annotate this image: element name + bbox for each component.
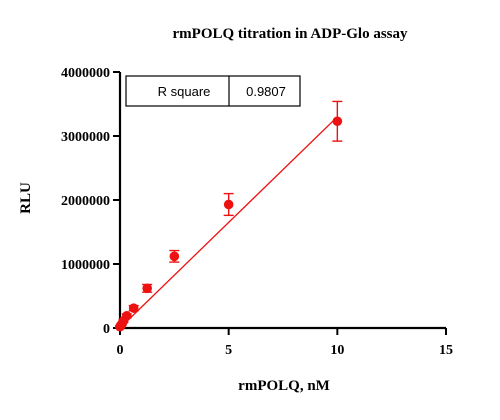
y-axis-label: RLU [18,182,34,214]
data-point [169,251,180,262]
y-tick-label: 4000000 [61,66,110,81]
data-points-group [115,100,343,332]
data-point [121,311,132,321]
fit-line-group [119,116,338,329]
r-square-table-border [125,75,301,107]
x-axis: 0 5 10 15 [117,326,453,358]
data-point [128,303,139,313]
data-point-group [128,303,139,313]
data-point [332,116,343,127]
x-tick-label: 5 [225,343,232,358]
x-tick-label: 0 [117,343,124,358]
data-point-group [142,283,153,294]
data-point-group [169,249,180,263]
data-point [223,199,234,210]
data-point-group [121,311,132,321]
r-square-label: R square [158,84,211,99]
data-point-group [223,192,234,217]
x-tick-label: 15 [439,343,453,358]
data-point-group [332,100,343,142]
x-axis-label: rmPOLQ, nM [238,378,330,394]
r-square-value: 0.9807 [246,84,286,99]
fit-line [119,116,338,329]
x-tick-label: 10 [330,343,344,358]
r-square-table: R square 0.9807 [125,75,301,107]
y-tick-label: 3000000 [61,130,110,145]
y-tick-label: 2000000 [61,194,110,209]
y-axis: 0 1000000 2000000 3000000 4000000 [61,66,122,337]
chart-title: rmPOLQ titration in ADP-Glo assay [173,26,408,42]
y-tick-label: 0 [103,322,110,337]
data-point [142,283,152,294]
y-tick-label: 1000000 [61,258,110,273]
